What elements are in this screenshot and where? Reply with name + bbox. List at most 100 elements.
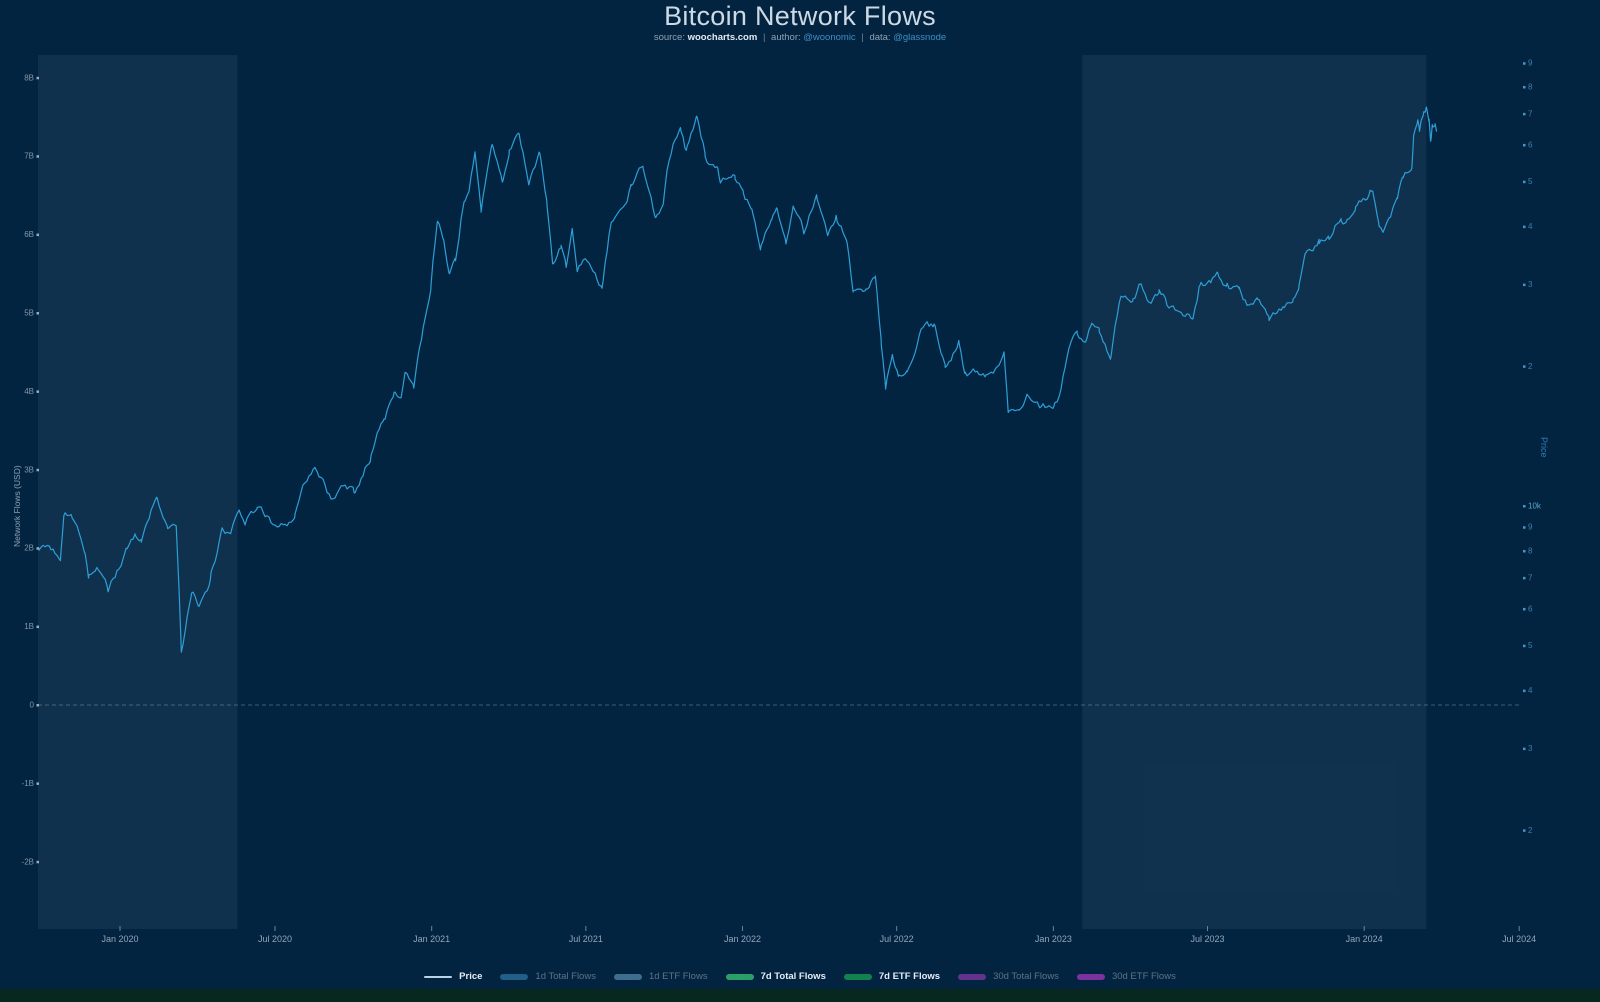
left-axis-tick xyxy=(36,390,39,393)
legend-swatch xyxy=(613,973,642,980)
legend-label: 1d Total Flows xyxy=(535,971,596,982)
x-axis-tick-label: Jul 2024 xyxy=(1502,934,1536,944)
legend-label: 1d ETF Flows xyxy=(648,971,708,982)
left-axis-tick-label: 3B xyxy=(24,465,34,474)
author-label: author: xyxy=(771,32,801,43)
x-axis-tick-label: Jan 2021 xyxy=(413,934,450,944)
chart-legend: Price 1d Total Flows 1d ETF Flows 7d Total … xyxy=(0,971,1600,982)
left-axis-tick xyxy=(36,155,39,158)
right-axis-tick-label: 3 xyxy=(1528,280,1533,289)
right-axis-tick xyxy=(1523,747,1526,751)
left-axis-tick-label: -1B xyxy=(22,779,34,788)
left-axis-title: Network Flows (USD) xyxy=(12,465,22,547)
left-axis-tick xyxy=(36,312,39,315)
right-axis-tick-label: 2 xyxy=(1528,826,1533,835)
left-axis-tick xyxy=(36,468,39,472)
right-axis-tick-label: 10k xyxy=(1528,502,1542,511)
right-axis-tick-label: 7 xyxy=(1528,109,1533,118)
left-axis-tick-label: 6B xyxy=(24,230,34,239)
left-axis-tick xyxy=(36,860,39,864)
x-axis-tick-label: Jan 2022 xyxy=(724,934,761,944)
right-axis-tick xyxy=(1523,143,1526,147)
legend-item-30d-etf-flows[interactable]: 30d ETF Flows xyxy=(1076,971,1176,982)
data-label: data: xyxy=(869,32,891,43)
halving-highlight-band xyxy=(1082,55,1427,929)
legend-item-1d-total-flows[interactable]: 1d Total Flows xyxy=(500,971,596,982)
source-label: source: xyxy=(653,32,685,43)
legend-swatch xyxy=(958,973,987,980)
legend-item-30d-total-flows[interactable]: 30d Total Flows xyxy=(958,971,1059,982)
right-axis-tick xyxy=(1523,549,1526,553)
legend-swatch xyxy=(1076,973,1105,980)
left-axis-tick xyxy=(36,76,39,80)
right-axis-title: Price xyxy=(1539,437,1549,458)
legend-label: Price xyxy=(459,971,483,982)
left-axis-tick-label: 1B xyxy=(24,622,34,631)
right-axis-tick xyxy=(1523,829,1526,832)
left-axis-tick xyxy=(36,704,39,707)
legend-item-7d-total-flows[interactable]: 7d Total Flows xyxy=(725,971,826,982)
legend-label: 7d Total Flows xyxy=(760,971,826,982)
x-axis-tick-label: Jul 2020 xyxy=(258,934,292,944)
right-axis-tick xyxy=(1523,62,1526,65)
right-axis-tick-label: 9 xyxy=(1528,523,1533,532)
left-axis-tick-label: 4B xyxy=(24,387,34,396)
left-axis-tick xyxy=(36,782,39,785)
x-axis-tick-label: Jul 2022 xyxy=(880,934,914,944)
right-axis-tick xyxy=(1523,225,1526,229)
right-axis-tick-label: 5 xyxy=(1528,177,1533,186)
left-axis-tick-label: 0 xyxy=(30,701,35,710)
legend-swatch xyxy=(725,973,754,980)
x-axis-tick-label: Jul 2021 xyxy=(569,934,603,944)
chart-subtitle: source: woocharts.com | author: @woonomi… xyxy=(0,32,1600,43)
right-axis-tick xyxy=(1523,365,1526,368)
page-title: Bitcoin Network Flows xyxy=(664,1,936,31)
legend-swatch xyxy=(843,973,872,980)
x-axis-tick-label: Jan 2020 xyxy=(101,934,138,944)
halving-highlight-band xyxy=(38,55,238,929)
right-axis-tick-label: 3 xyxy=(1528,744,1533,753)
legend-item-7d-etf-flows[interactable]: 7d ETF Flows xyxy=(843,971,940,982)
legend-item-1d-etf-flows[interactable]: 1d ETF Flows xyxy=(613,971,708,982)
footer-bar xyxy=(0,989,1600,1002)
left-axis-tick-label: 8B xyxy=(24,73,34,82)
right-axis-tick xyxy=(1523,112,1526,116)
separator: | xyxy=(762,32,766,43)
legend-swatch xyxy=(424,975,453,978)
left-axis-tick-label: 7B xyxy=(24,152,34,161)
left-axis-tick-label: -2B xyxy=(22,857,34,866)
right-axis-tick xyxy=(1523,283,1526,287)
legend-label: 30d ETF Flows xyxy=(1111,971,1176,982)
legend-item-price[interactable]: Price xyxy=(424,971,482,982)
right-axis-tick-label: 4 xyxy=(1528,686,1533,695)
right-axis-tick-label: 6 xyxy=(1528,604,1533,613)
separator: | xyxy=(861,32,864,43)
source-value: woocharts.com xyxy=(687,32,758,43)
left-axis-tick xyxy=(36,625,39,629)
legend-label: 30d Total Flows xyxy=(993,971,1059,982)
right-axis-tick-label: 6 xyxy=(1528,140,1533,149)
right-axis-tick-label: 5 xyxy=(1528,641,1533,650)
right-axis-tick xyxy=(1523,180,1526,184)
right-axis-tick xyxy=(1523,644,1526,648)
right-axis-tick xyxy=(1523,689,1526,693)
data-source-link[interactable]: @glassnode xyxy=(893,32,947,43)
right-axis-tick xyxy=(1523,576,1526,580)
right-axis-tick-label: 4 xyxy=(1528,222,1533,231)
right-axis-tick xyxy=(1523,85,1526,89)
left-axis-tick-label: 5B xyxy=(24,309,34,318)
right-axis-tick-label: 9 xyxy=(1528,59,1533,68)
author-link[interactable]: @woonomic xyxy=(803,32,856,43)
x-axis-tick-label: Jul 2023 xyxy=(1190,934,1224,944)
x-axis-tick-label: Jan 2024 xyxy=(1346,934,1383,944)
right-axis-tick xyxy=(1523,526,1526,529)
left-axis-tick xyxy=(36,233,39,237)
right-axis-tick-label: 8 xyxy=(1528,546,1533,555)
left-axis-tick xyxy=(36,547,39,550)
legend-swatch xyxy=(500,973,529,980)
right-axis-tick-label: 7 xyxy=(1528,573,1533,582)
x-axis-tick-label: Jan 2023 xyxy=(1035,934,1072,944)
right-axis-tick xyxy=(1523,505,1526,508)
